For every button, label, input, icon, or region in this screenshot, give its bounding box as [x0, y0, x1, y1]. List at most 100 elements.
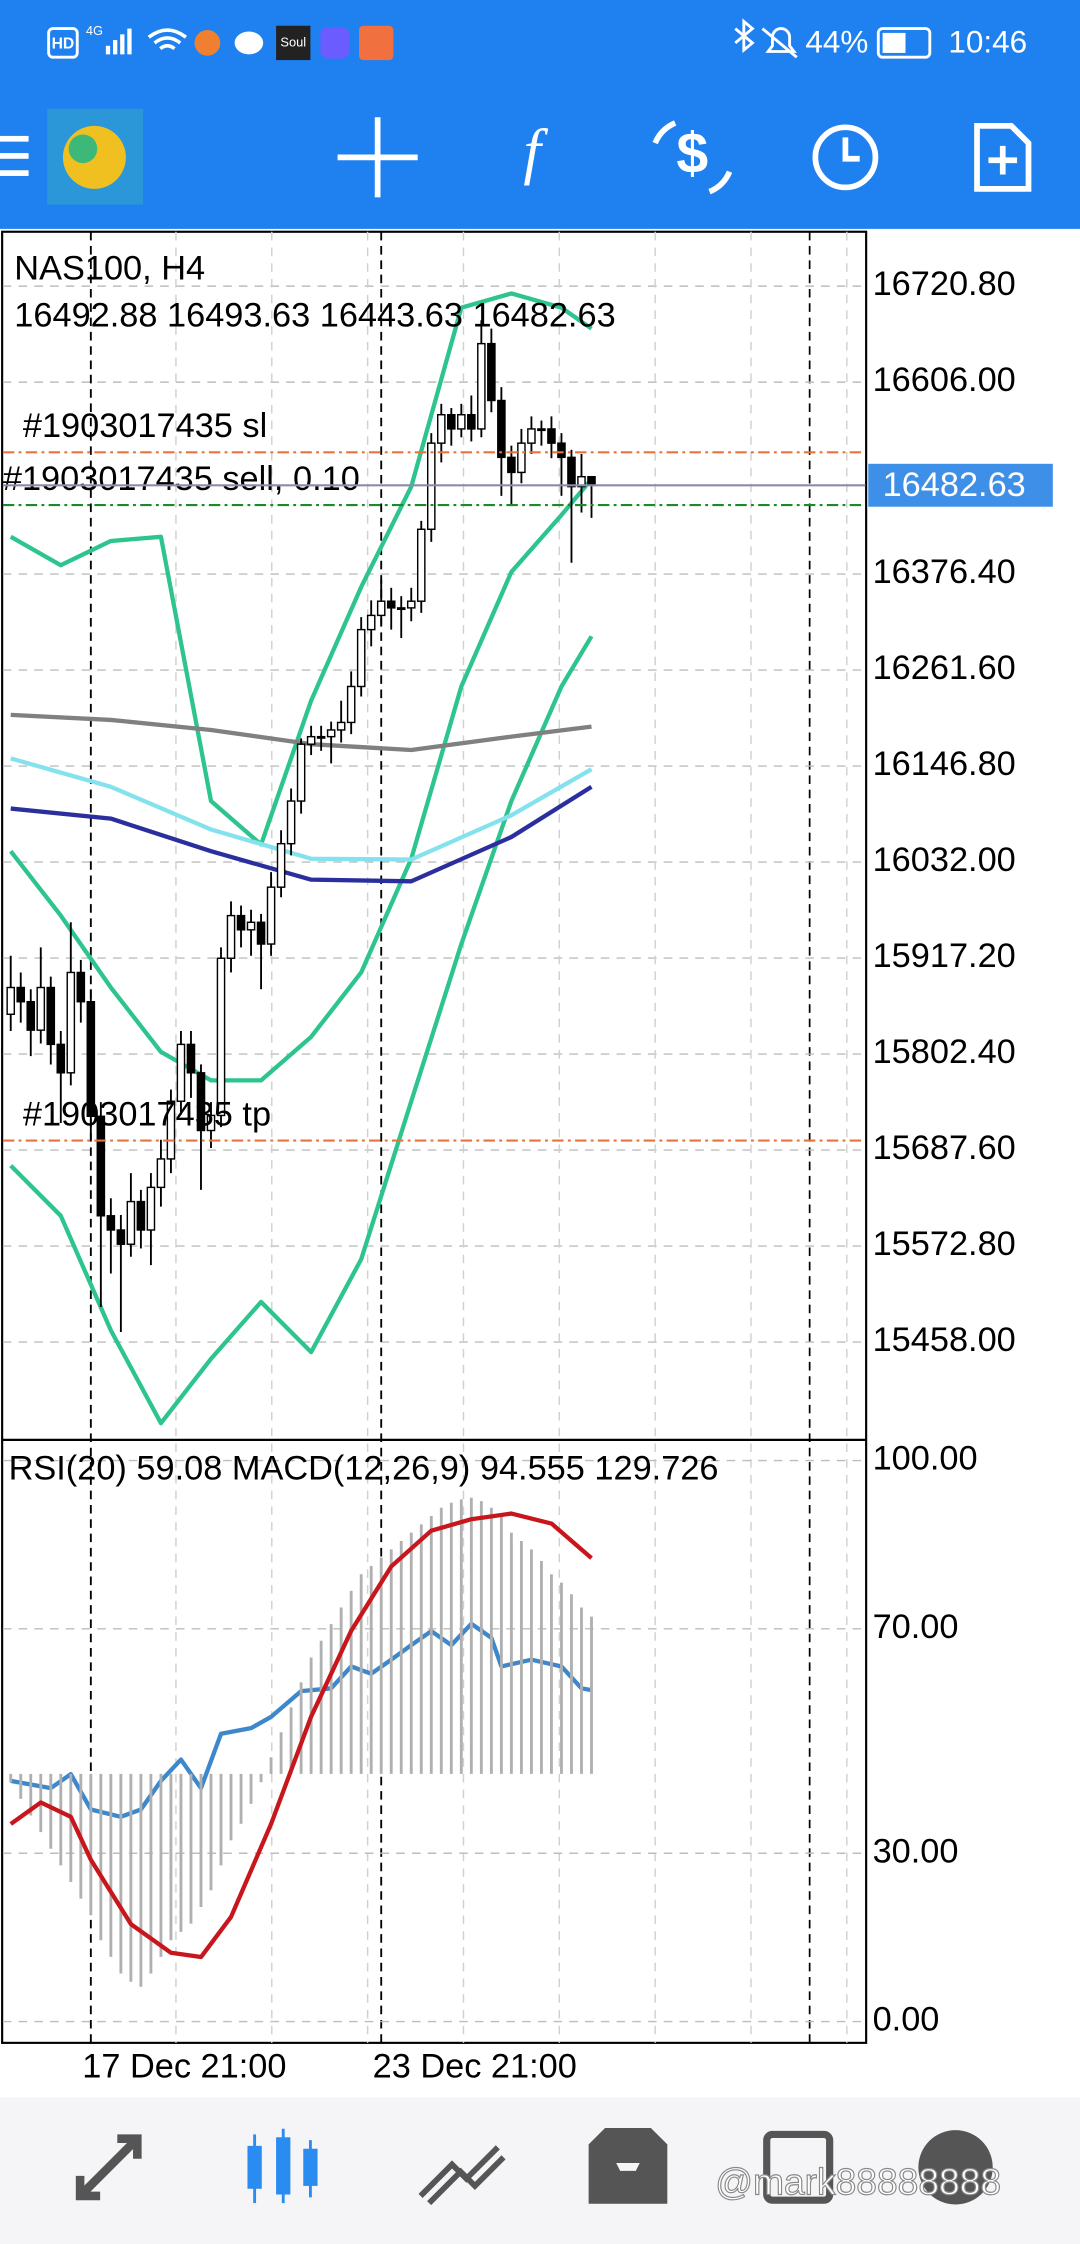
candle-body — [166, 1100, 176, 1160]
candle-body — [26, 1001, 36, 1031]
candle-body — [226, 914, 236, 959]
status-network: 4G — [86, 23, 103, 38]
candle-body — [256, 921, 266, 945]
candle-body — [206, 1114, 216, 1132]
crosshair-button[interactable] — [337, 117, 418, 198]
candle-body — [6, 986, 16, 1015]
candle-body — [577, 475, 586, 488]
y-tick-label: 16032.00 — [873, 841, 1016, 879]
close-value: 16482.63 — [472, 297, 615, 335]
trade-tab[interactable] — [418, 2145, 506, 2206]
news-tab[interactable] — [763, 2130, 834, 2204]
macd-name: MACD(12,26,9) — [232, 1450, 470, 1488]
candle-body — [346, 685, 356, 724]
candle-body — [136, 1200, 146, 1231]
candle-body — [156, 1158, 166, 1189]
clock: 10:46 — [948, 25, 1027, 60]
candle-body — [447, 413, 456, 430]
quotes-tab[interactable] — [75, 2134, 142, 2201]
candle-body — [356, 628, 366, 688]
macd-value: 94.555 — [480, 1450, 585, 1488]
app-icon — [194, 30, 221, 56]
high-value: 16493.63 — [167, 297, 310, 335]
symbol-title: NAS100, H4 — [14, 249, 205, 287]
order-label: #1903017435 sell, 0.10 — [3, 460, 360, 498]
candle-body — [557, 442, 566, 459]
timeframe-button[interactable] — [812, 124, 879, 191]
candle-body — [507, 456, 516, 474]
candle-body — [366, 614, 376, 631]
candle-body — [567, 456, 576, 488]
menu-button[interactable] — [0, 135, 29, 176]
candle-body — [286, 800, 296, 845]
trade-button[interactable]: $ — [652, 120, 733, 195]
candle-body — [386, 600, 396, 609]
candle-body — [547, 428, 556, 444]
y-tick-label: 16146.80 — [873, 745, 1016, 783]
candle-body — [467, 413, 476, 430]
candle-body — [96, 1115, 106, 1217]
signal-value: 129.726 — [594, 1450, 718, 1488]
rsi-name: RSI(20) — [9, 1450, 127, 1488]
y-tick-label: 16261.60 — [873, 649, 1016, 687]
indicator-line — [9, 291, 593, 847]
candle-body — [146, 1186, 156, 1231]
candle-body — [56, 1043, 66, 1074]
indicator-line — [9, 477, 594, 1083]
app-logo-mark — [68, 134, 98, 164]
chart-tab[interactable] — [247, 2128, 318, 2204]
rsi-value: 59.08 — [136, 1450, 222, 1488]
x-tick-label: 23 Dec 21:00 — [373, 2048, 577, 2086]
battery-level: 44% — [805, 25, 868, 60]
price-tag — [868, 463, 1053, 507]
candle-body — [106, 1215, 116, 1231]
y-tick-label: 15458.00 — [873, 1321, 1016, 1359]
indicator-readout: RSI(20) 59.08 MACD(12,26,9) 94.555 129.7… — [9, 1450, 719, 1488]
candle-body — [186, 1043, 196, 1074]
candle-body — [396, 607, 406, 611]
messages-tab[interactable] — [918, 2130, 993, 2205]
y-tick-label: 16606.00 — [873, 361, 1016, 399]
y-tick-label: 30.00 — [873, 1832, 959, 1870]
candle-body — [196, 1072, 206, 1132]
x-tick-label: 17 Dec 21:00 — [82, 2048, 286, 2086]
candle-body — [497, 399, 506, 459]
candle-body — [76, 971, 86, 1003]
bottom-nav — [0, 2097, 1080, 2244]
wechat-icon — [234, 31, 264, 55]
candle-body — [376, 600, 386, 617]
history-tab[interactable] — [588, 2127, 668, 2204]
order-label: #1903017435 tp — [23, 1095, 271, 1133]
candle-body — [236, 914, 246, 931]
candle-body — [36, 986, 46, 1031]
candle-body — [316, 735, 326, 739]
indicator-line — [10, 785, 593, 884]
y-tick-label: 15572.80 — [873, 1225, 1016, 1263]
candle-body — [246, 921, 256, 931]
candle-body — [437, 413, 446, 444]
plot: #1903017435 sl #1903017435 sell, 0.10 #190… — [3, 231, 866, 2043]
y-tick-label: 15687.60 — [873, 1129, 1016, 1167]
app-bar — [0, 0, 1080, 229]
candle-body — [587, 475, 596, 486]
y-tick-label: 15917.20 — [873, 937, 1016, 975]
candle-body — [276, 842, 286, 888]
chart-frame — [1, 230, 868, 2044]
order-label: #1903017435 sl — [23, 407, 267, 445]
candle-body — [46, 986, 56, 1046]
hd-badge — [47, 27, 79, 59]
candle-body — [296, 743, 306, 802]
new-order-button[interactable] — [974, 123, 1032, 192]
candle-body — [306, 735, 316, 745]
soul-icon — [276, 25, 311, 61]
y-tick-label: 70.00 — [873, 1608, 959, 1646]
y-tick-label: 0.00 — [873, 2001, 940, 2039]
signal-icon — [105, 28, 132, 55]
candle-body — [266, 886, 276, 945]
candle-body — [416, 528, 426, 602]
candle-body — [537, 428, 546, 432]
y-tick-label: 100.00 — [873, 1440, 978, 1478]
candle-body — [66, 971, 76, 1074]
low-value: 16443.63 — [320, 297, 463, 335]
